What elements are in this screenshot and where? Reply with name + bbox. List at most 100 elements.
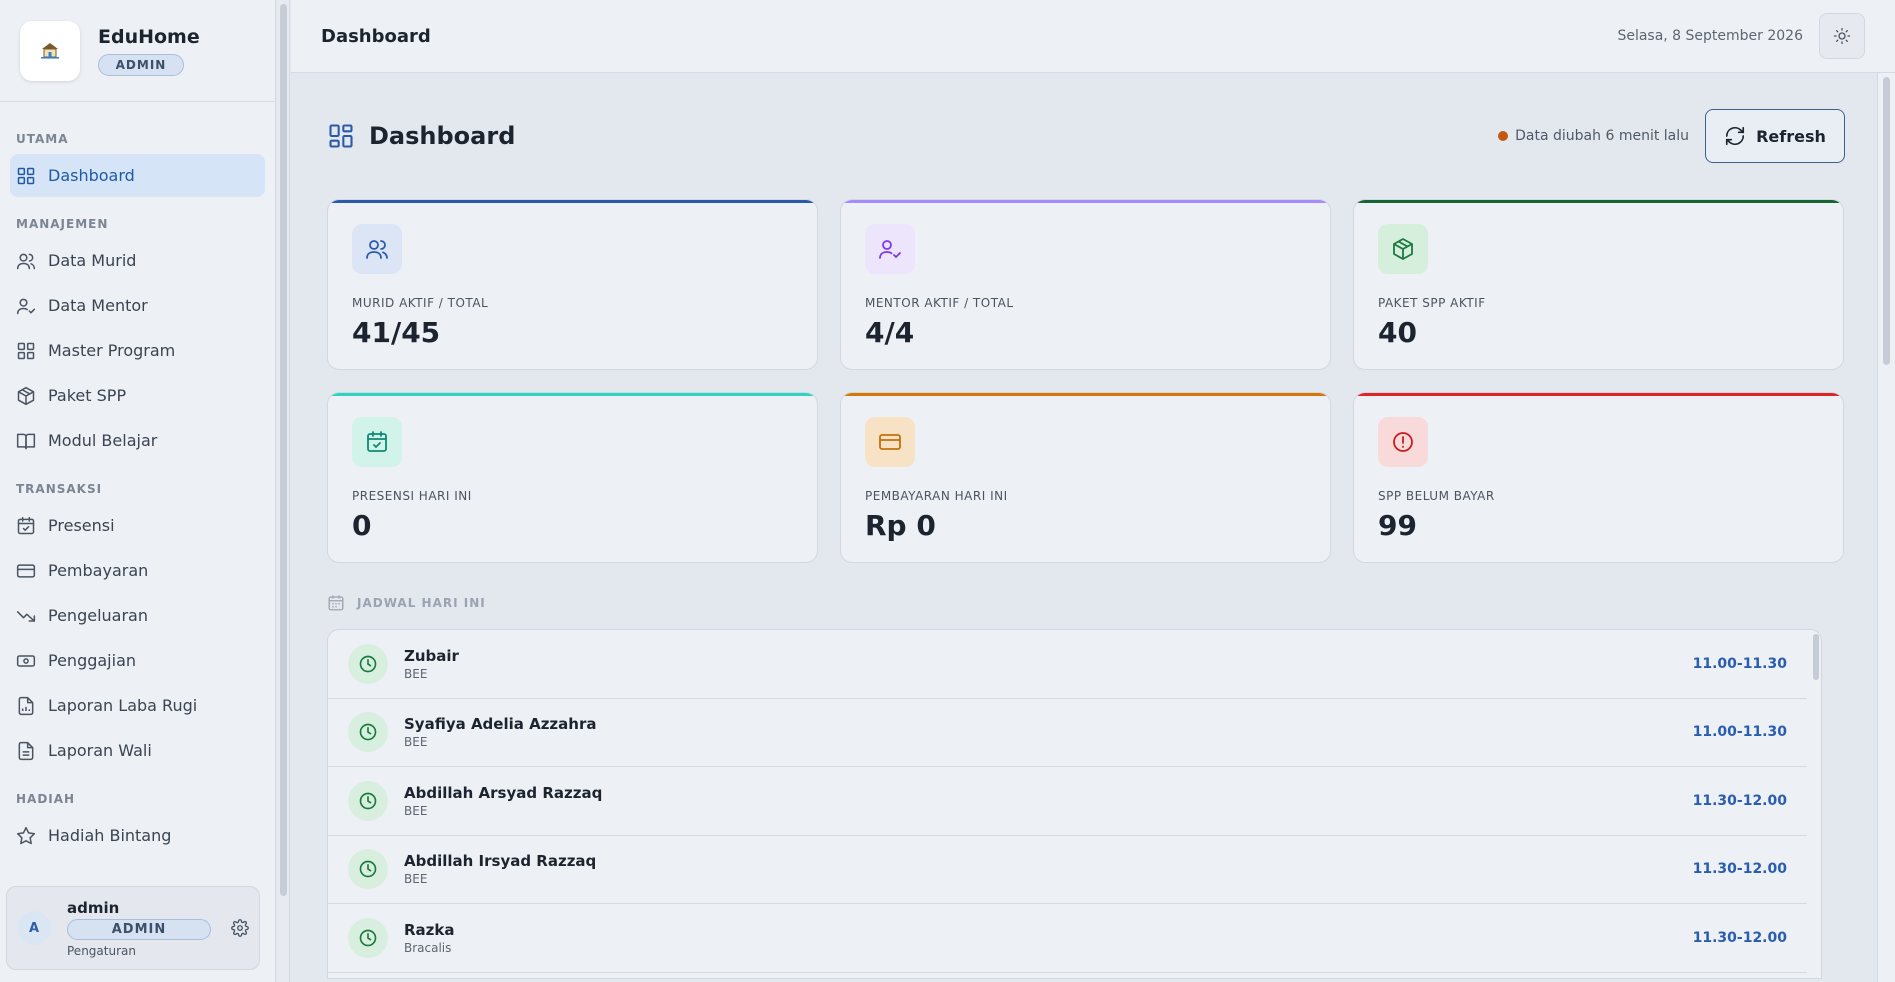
sidebar-item-label: Data Murid: [48, 251, 137, 270]
sidebar-scrollbar[interactable]: [278, 0, 290, 982]
users-icon: [16, 253, 36, 269]
stat-label: PRESENSI HARI INI: [352, 489, 472, 503]
stat-accent-bar: [1354, 393, 1843, 396]
user-name: admin: [67, 898, 120, 917]
schedule-scrollbar[interactable]: [1813, 634, 1819, 680]
clock-icon: [359, 929, 377, 947]
status-dot: [1498, 131, 1509, 141]
nav-section-manajemen: MANAJEMEN: [16, 217, 109, 231]
clock-icon: [359, 655, 377, 673]
program-name: BEE: [404, 666, 428, 681]
sidebar-item-presensi[interactable]: Presensi: [10, 504, 265, 547]
schedule-header: JADWAL HARI INI: [327, 593, 1845, 613]
user-role-badge: ADMIN: [67, 918, 211, 940]
avatar: A: [17, 911, 51, 945]
sidebar-item-label: Laporan Wali: [48, 741, 152, 760]
student-name: Abdillah Arsyad Razzaq: [404, 783, 603, 802]
stat-icon-box: [1378, 417, 1428, 467]
credit-card-icon: [879, 434, 901, 450]
sidebar-item-label: Laporan Laba Rugi: [48, 696, 198, 715]
current-date: Selasa, 8 September 2026: [1617, 28, 1803, 44]
stat-icon-box: [352, 224, 402, 274]
sidebar-item-pembayaran[interactable]: Pembayaran: [10, 549, 265, 592]
stat-icon-box: [865, 417, 915, 467]
schedule-list: Zubair BEE 11.00-11.30 Syafiya Adelia Azz…: [327, 629, 1822, 979]
sidebar-item-pengeluaran[interactable]: Pengeluaran: [10, 594, 265, 637]
stat-card-mentor[interactable]: MENTOR AKTIF / TOTAL 4/4: [840, 199, 1331, 370]
user-card[interactable]: A admin ADMIN Pengaturan: [6, 886, 260, 970]
stat-card-presensi[interactable]: PRESENSI HARI INI 0: [327, 392, 818, 563]
sidebar-item-hadiah-bintang[interactable]: Hadiah Bintang: [10, 814, 265, 857]
program-name: BEE: [404, 872, 428, 887]
list-item[interactable]: Zubair BEE 11.00-11.30: [328, 630, 1807, 699]
main-scrollbar[interactable]: [1877, 73, 1895, 982]
list-item[interactable]: Abdillah Arsyad Razzaq BEE 11.30-12.00: [328, 767, 1807, 836]
session-time: 11.30-12.00: [1692, 792, 1787, 809]
banknote-icon: [16, 654, 36, 667]
list-item[interactable]: Abdillah Irsyad Razzaq BEE 11.30-12.00: [328, 836, 1807, 904]
stat-accent-bar: [328, 200, 817, 203]
refresh-label: Refresh: [1756, 126, 1826, 146]
nav-section-hadiah: HADIAH: [16, 792, 76, 806]
sidebar-item-master-program[interactable]: Master Program: [10, 329, 265, 372]
list-item[interactable]: Razka Bracalis 11.30-12.00: [328, 904, 1807, 973]
calendar-check-icon: [367, 431, 387, 452]
sidebar-item-label: Hadiah Bintang: [48, 826, 172, 845]
settings-link[interactable]: Pengaturan: [67, 943, 136, 958]
grid-icon: [17, 167, 35, 184]
stat-card-spp-belum-bayar[interactable]: SPP BELUM BAYAR 99: [1353, 392, 1844, 563]
gear-icon[interactable]: [231, 919, 249, 937]
stat-icon-box: [1378, 224, 1428, 274]
clock-icon: [359, 792, 377, 810]
list-item[interactable]: Syafiya Adelia Azzahra BEE 11.00-11.30: [328, 699, 1807, 767]
user-check-icon: [16, 298, 36, 314]
alert-circle-icon: [1393, 432, 1413, 452]
stat-label: PEMBAYARAN HARI INI: [865, 489, 1008, 503]
sidebar-item-label: Master Program: [48, 341, 176, 360]
star-icon: [16, 826, 36, 844]
sidebar-nav: UTAMA Dashboard MANAJEMEN Data Murid Dat…: [0, 102, 275, 857]
user-check-icon: [879, 240, 901, 259]
stat-icon-box: [865, 224, 915, 274]
sidebar-item-data-murid[interactable]: Data Murid: [10, 239, 265, 282]
topbar-title: Dashboard: [321, 25, 431, 47]
book-icon: [16, 433, 36, 449]
sidebar-item-laporan-laba-rugi[interactable]: Laporan Laba Rugi: [10, 684, 265, 727]
sidebar-item-paket-spp[interactable]: Paket SPP: [10, 374, 265, 417]
session-time: 11.30-12.00: [1692, 929, 1787, 946]
stat-value: 99: [1378, 509, 1417, 542]
last-updated-text: Data diubah 6 menit lalu: [1515, 128, 1689, 144]
stat-card-pembayaran[interactable]: PEMBAYARAN HARI INI Rp 0: [840, 392, 1331, 563]
theme-toggle-button[interactable]: [1819, 13, 1865, 59]
sidebar-item-label: Paket SPP: [48, 386, 127, 405]
sun-icon: [1833, 27, 1851, 45]
clock-icon: [359, 723, 377, 741]
school-logo-icon: [41, 42, 59, 59]
trending-down-icon: [16, 610, 36, 622]
refresh-icon: [1726, 126, 1745, 146]
stat-card-paket-spp[interactable]: PAKET SPP AKTIF 40: [1353, 199, 1844, 370]
sidebar-item-data-mentor[interactable]: Data Mentor: [10, 284, 265, 327]
clock-badge: [348, 643, 388, 684]
sidebar-item-label: Presensi: [48, 516, 115, 535]
role-badge: ADMIN: [98, 53, 184, 76]
stat-card-murid[interactable]: MURID AKTIF / TOTAL 41/45: [327, 199, 818, 370]
logo[interactable]: [20, 20, 80, 81]
sidebar-item-label: Penggajian: [48, 651, 137, 670]
sidebar-item-laporan-wali[interactable]: Laporan Wali: [10, 729, 265, 772]
sidebar-item-dashboard[interactable]: Dashboard: [10, 154, 265, 197]
stat-label: MURID AKTIF / TOTAL: [352, 296, 489, 310]
topbar: Dashboard Selasa, 8 September 2026: [291, 0, 1895, 73]
clock-icon: [359, 860, 377, 878]
users-icon: [366, 240, 388, 259]
page-title: Dashboard: [369, 122, 516, 150]
calendar-icon: [328, 595, 344, 611]
student-name: Syafiya Adelia Azzahra: [404, 715, 597, 734]
sidebar-item-penggajian[interactable]: Penggajian: [10, 639, 265, 682]
program-name: BEE: [404, 735, 428, 750]
clock-badge: [348, 849, 388, 890]
sidebar-item-modul-belajar[interactable]: Modul Belajar: [10, 419, 265, 462]
refresh-button[interactable]: Refresh: [1705, 109, 1845, 163]
package-icon: [17, 386, 35, 405]
stat-accent-bar: [328, 393, 817, 396]
